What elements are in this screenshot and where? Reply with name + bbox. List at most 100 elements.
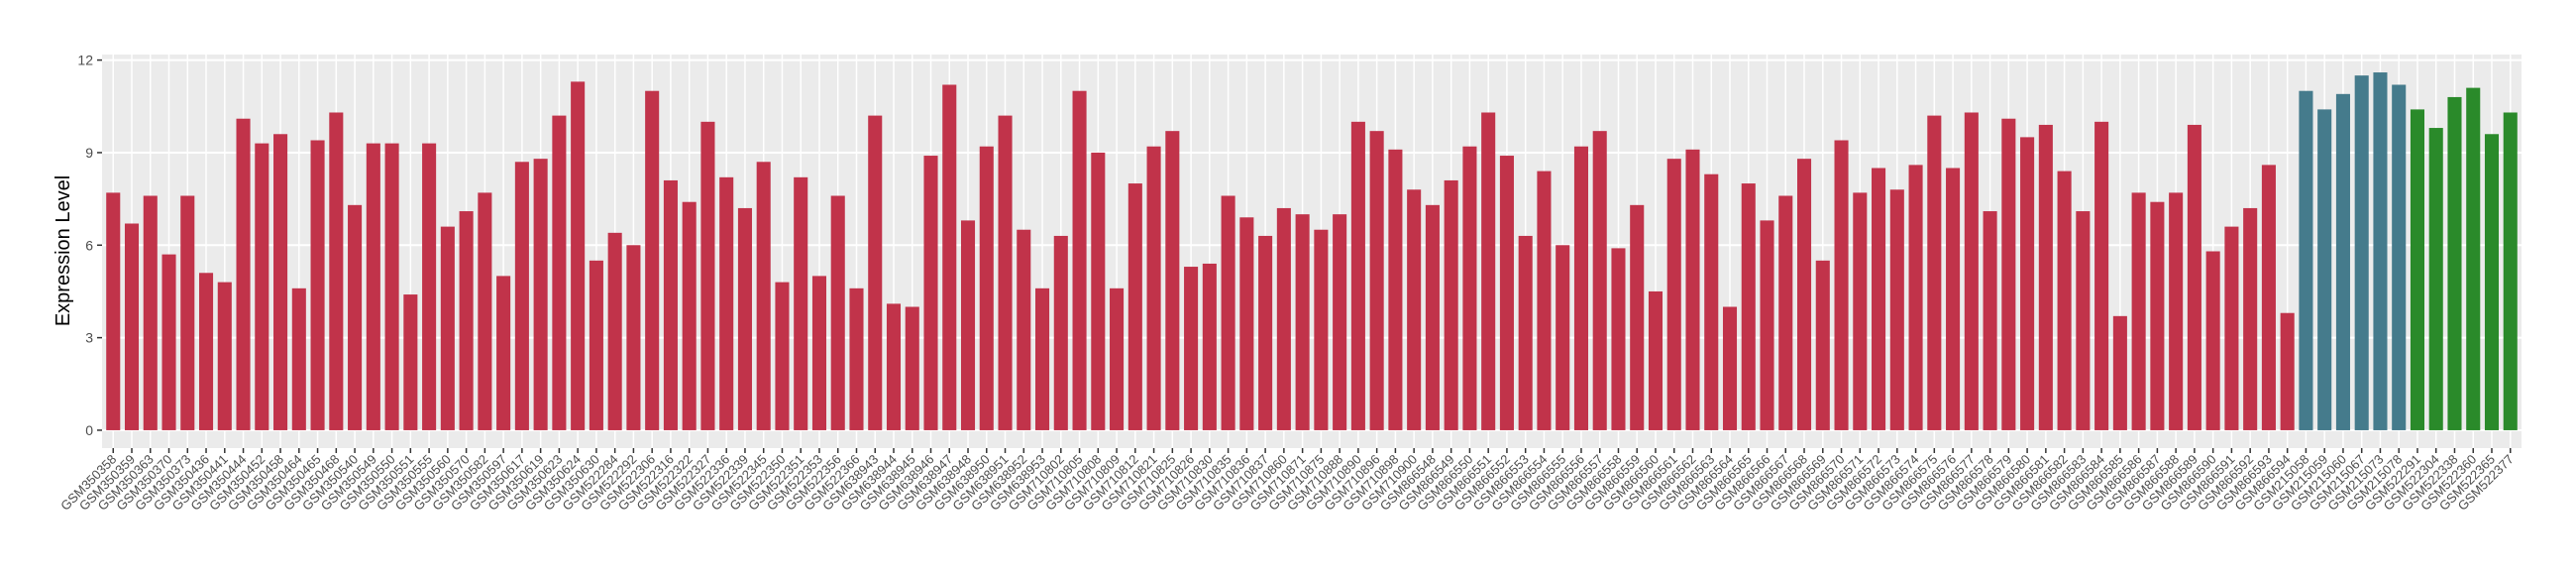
bar: [291, 288, 306, 430]
bar: [1295, 214, 1310, 430]
bar: [514, 162, 529, 430]
bar: [1221, 195, 1235, 430]
bar: [1053, 235, 1068, 430]
bar: [942, 84, 957, 430]
bar: [1407, 189, 1422, 430]
bar: [1666, 159, 1681, 430]
bar: [1165, 131, 1180, 430]
bar: [1017, 229, 1031, 430]
bar: [2076, 211, 2091, 430]
bar: [2373, 72, 2388, 430]
bar: [1964, 112, 1979, 430]
bar: [589, 260, 603, 430]
bar: [552, 115, 567, 430]
bar: [106, 192, 121, 430]
bar: [830, 195, 845, 430]
bar: [1872, 168, 1886, 430]
bar: [1184, 267, 1199, 430]
bar: [1388, 149, 1403, 430]
bar: [2243, 207, 2258, 430]
bar: [310, 140, 325, 430]
bar: [1202, 263, 1217, 430]
bar: [737, 207, 752, 430]
bar: [2392, 84, 2407, 430]
bar: [1091, 152, 1106, 430]
bar: [1276, 207, 1291, 430]
bar: [868, 115, 883, 430]
bar: [1815, 260, 1830, 430]
bar: [2484, 134, 2500, 430]
bar: [1072, 90, 1087, 430]
bar: [478, 192, 492, 430]
bar: [422, 143, 437, 430]
bar: [1258, 235, 1273, 430]
y-tick-label: 0: [85, 422, 93, 438]
bar: [998, 115, 1013, 430]
bar: [2169, 192, 2184, 430]
bar: [143, 195, 158, 430]
bar: [2466, 87, 2481, 430]
bar: [366, 143, 380, 430]
bar: [2261, 165, 2276, 430]
bar: [607, 232, 622, 430]
bar: [2020, 137, 2035, 430]
bar: [236, 118, 251, 430]
bar: [1537, 171, 1552, 430]
bar: [1630, 204, 1645, 430]
y-axis-title: Expression Level: [53, 175, 74, 326]
bar: [2038, 124, 2053, 430]
bar: [1110, 288, 1125, 430]
bar: [960, 220, 976, 430]
bar: [2428, 128, 2443, 430]
bar: [1369, 131, 1384, 430]
bar: [2299, 90, 2313, 430]
bar: [2280, 312, 2295, 430]
bar: [1425, 204, 1440, 430]
bar: [1481, 112, 1496, 430]
bar: [2187, 124, 2201, 430]
bar: [1889, 189, 1904, 430]
bar: [794, 176, 808, 430]
bar: [2410, 109, 2425, 430]
bar: [2150, 201, 2165, 430]
bar: [2057, 171, 2072, 430]
bar: [1499, 156, 1514, 430]
bar: [1035, 288, 1050, 430]
y-tick-label: 6: [85, 237, 93, 253]
bar: [2354, 75, 2369, 430]
bar: [2001, 118, 2016, 430]
bar: [1760, 220, 1774, 430]
bar: [1556, 245, 1570, 430]
y-tick-label: 9: [85, 145, 93, 161]
bar: [161, 254, 176, 430]
bar: [1796, 159, 1812, 430]
bar: [2094, 121, 2109, 430]
bar: [571, 81, 586, 430]
bar: [849, 288, 864, 430]
bar: [1314, 229, 1329, 430]
bar: [1946, 168, 1961, 430]
bar: [1648, 290, 1664, 430]
bar: [1573, 146, 1588, 430]
bar: [459, 211, 474, 430]
bar: [348, 204, 363, 430]
bar: [1239, 217, 1254, 430]
bar: [645, 90, 660, 430]
bar: [2131, 192, 2146, 430]
bar: [1704, 173, 1719, 430]
bar: [905, 306, 919, 430]
bar: [1722, 306, 1738, 430]
bar: [2317, 109, 2332, 430]
bar: [180, 195, 195, 430]
bar: [198, 273, 214, 430]
bar: [1778, 195, 1793, 430]
bar: [626, 245, 641, 430]
bar: [1611, 248, 1626, 430]
bar: [2205, 251, 2220, 430]
bar: [533, 159, 548, 430]
bar: [1741, 183, 1756, 430]
bar: [124, 223, 140, 430]
bar: [756, 162, 771, 430]
bar: [663, 179, 678, 430]
